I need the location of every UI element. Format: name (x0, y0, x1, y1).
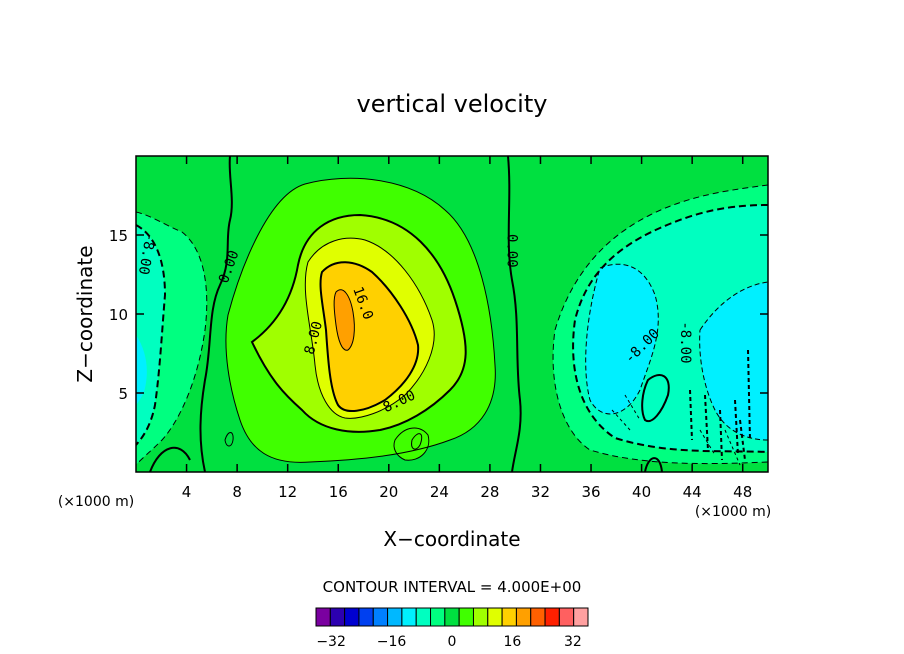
y-tick-label: 10 (109, 306, 128, 324)
x-tick-label: 24 (430, 483, 449, 501)
contour-line-neg4-left (136, 211, 208, 466)
colorbar-tick-label: −16 (377, 634, 407, 650)
x-tick-label: 12 (278, 483, 297, 501)
y-tick-label: 15 (109, 227, 128, 245)
x-axis-ticks: 4 8 12 16 20 24 28 32 36 40 44 48 (182, 156, 752, 501)
contour-line-zero-left (199, 156, 233, 472)
contour-line-zero-center (507, 156, 522, 472)
contour-label: 0.00 (504, 234, 520, 268)
y-tick-label: 5 (118, 385, 128, 403)
colorbar-swatch (444, 607, 460, 627)
contour-fill-neg12-right-a (585, 264, 659, 414)
contour-line-neg12-right-b (699, 281, 768, 441)
contour-fill-neg12-left (136, 335, 147, 405)
colorbar (315, 607, 589, 627)
x-tick-label: 4 (182, 483, 192, 501)
colorbar-tick-label: −32 (316, 634, 346, 650)
contour-fill-neg12-right-b (699, 282, 768, 440)
x-tick-label: 32 (531, 483, 550, 501)
colorbar-tick-label: 32 (564, 634, 582, 650)
contour-line-pos8 (250, 213, 467, 433)
colorbar-swatch (415, 607, 432, 627)
contour-interval-label: CONTOUR INTERVAL = 4.000E+00 (323, 578, 582, 596)
contour-line-pos20 (333, 289, 355, 351)
contour-line-pos4 (225, 177, 496, 463)
contour-line-neg4-small (641, 374, 670, 423)
x-tick-label: 20 (379, 483, 398, 501)
x-tick-label: 28 (480, 483, 499, 501)
colorbar-swatch (501, 607, 517, 627)
contour-fill-neg4-small-a (642, 375, 669, 422)
contour-line-neg8-left (136, 224, 167, 446)
contour-label: -8.00 (135, 232, 158, 276)
colorbar-swatch (387, 607, 403, 627)
colorbar-ticks: −32 −16 0 16 32 (316, 634, 581, 650)
colorbar-tick-label: 16 (504, 634, 522, 650)
colorbar-swatch (329, 607, 346, 627)
colorbar-swatch (472, 607, 489, 627)
colorbar-swatch (544, 607, 560, 627)
contour-line-dash-cluster-2 (611, 394, 741, 466)
x-tick-label: 44 (683, 483, 702, 501)
colorbar-swatch (315, 607, 331, 627)
contour-line-zero-bottom-a (149, 446, 191, 472)
colorbar-swatch (558, 607, 575, 627)
y-axis-ticks: 5 10 15 (109, 227, 768, 403)
x-tick-label: 8 (232, 483, 242, 501)
colorbar-swatch (515, 607, 532, 627)
colorbar-swatch (430, 607, 446, 627)
contour-line-pos16 (319, 261, 420, 412)
x-tick-label: 40 (632, 483, 651, 501)
colorbar-swatch (530, 607, 546, 627)
contour-line-small-blob-c (411, 433, 423, 450)
y-axis-label: Z−coordinate (73, 245, 97, 382)
colorbar-swatch (358, 607, 374, 627)
contour-line-small-blob-b (224, 432, 234, 447)
chart-title: vertical velocity (357, 90, 548, 118)
colorbar-tick-label: 0 (448, 634, 457, 650)
colorbar-swatch (487, 607, 503, 627)
contour-line-small-blob-a (393, 427, 430, 461)
x-tick-label: 48 (733, 483, 752, 501)
colorbar-swatch (458, 607, 474, 627)
x-axis-unit-left: (×1000 m) (58, 494, 134, 510)
contour-label: -8.00 (677, 321, 693, 363)
colorbar-swatch (344, 607, 360, 627)
colorbar-swatch (372, 607, 389, 627)
colorbar-swatch (401, 607, 417, 627)
colorbar-swatch (573, 607, 589, 627)
x-axis-label: X−coordinate (383, 527, 520, 551)
contour-line-neg8-right (572, 204, 768, 453)
contour-line-zero-bottom-b (644, 457, 663, 472)
contour-line-pos12 (304, 237, 435, 419)
contour-fill-pos20 (334, 289, 355, 351)
x-tick-label: 36 (581, 483, 600, 501)
x-axis-unit-right: (×1000 m) (695, 504, 771, 520)
x-tick-label: 16 (329, 483, 348, 501)
